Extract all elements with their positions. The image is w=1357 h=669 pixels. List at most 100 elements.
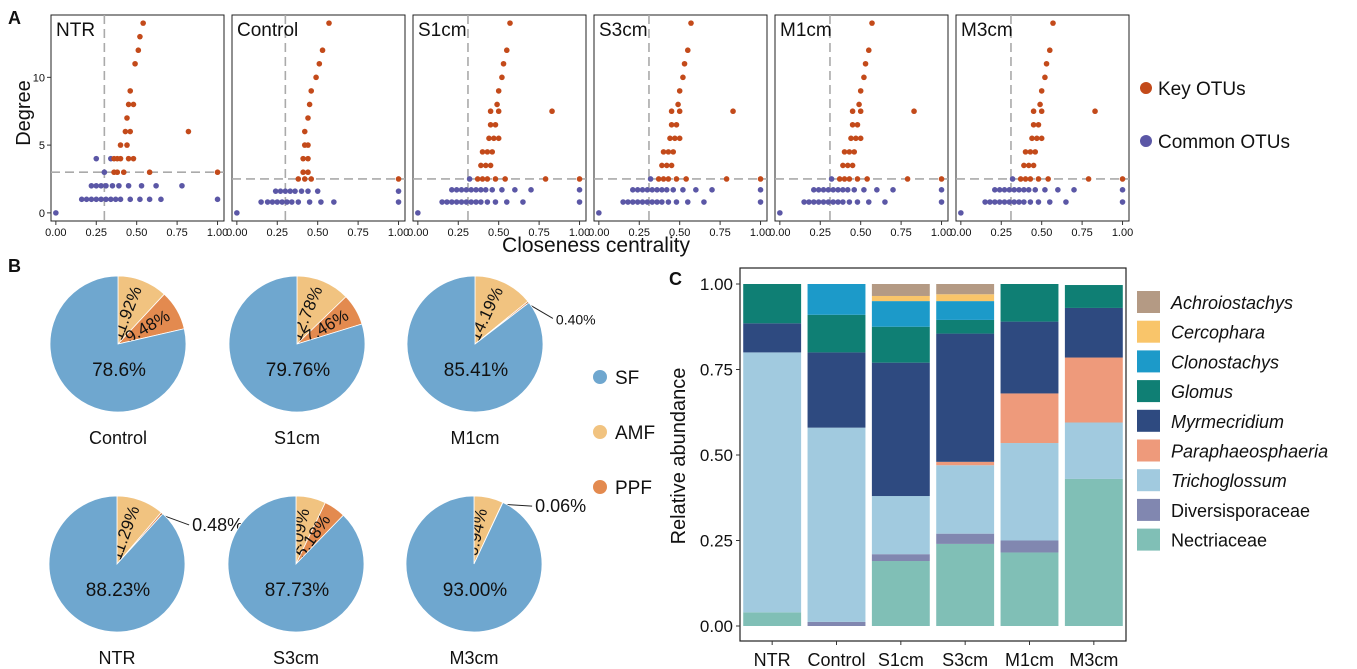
key-otu-point: [494, 101, 500, 108]
key-otu-point: [1035, 121, 1042, 128]
legend-swatch-diversisporaceae: [1137, 498, 1160, 521]
y-tick-label: 0.50: [700, 446, 733, 465]
key-otu-point: [1085, 176, 1092, 182]
y-tick-label: 0.00: [700, 617, 733, 636]
key-otu-point: [1029, 135, 1035, 142]
bar-segment-myrmecridium: [936, 333, 995, 462]
key-otu-point: [484, 149, 491, 155]
key-otu-point: [660, 149, 667, 155]
facet-title: M1cm: [780, 20, 832, 41]
x-tick-label: 0.25: [629, 227, 650, 239]
common-otu-point: [88, 182, 95, 189]
common-otu-point: [1032, 187, 1039, 193]
key-otu-point: [492, 121, 499, 128]
key-otu-point: [140, 20, 146, 26]
key-otu-point: [757, 176, 764, 182]
common-otu-point: [116, 182, 122, 189]
x-tick-label: 0.50: [307, 227, 328, 239]
pie-label-sf: 93.00%: [443, 580, 508, 601]
pie-slice-sf: [227, 495, 365, 633]
bar-segment-diversisporaceae: [1000, 540, 1059, 553]
key-otu-point: [857, 135, 864, 142]
facet-frame: [955, 14, 1130, 222]
pie-slice-sf: [405, 495, 543, 633]
key-otu-point: [1037, 101, 1043, 108]
key-otu-point: [306, 101, 313, 108]
common-otu-point: [264, 199, 271, 205]
common-otu-point: [840, 187, 846, 193]
key-otu-point: [1030, 162, 1037, 169]
key-otu-point: [300, 155, 306, 162]
key-otu-point: [851, 149, 858, 155]
key-otu-point: [865, 47, 872, 54]
common-otu-point: [415, 210, 421, 216]
key-otu-point: [911, 108, 917, 115]
common-otu-point: [647, 176, 654, 182]
key-otu-point: [214, 169, 221, 176]
facet-frame: [412, 14, 587, 222]
key-otu-point: [676, 88, 683, 94]
key-otu-point: [854, 176, 861, 182]
common-otu-point: [801, 199, 807, 205]
y-tick-label: 1.00: [700, 275, 733, 294]
common-otu-point: [453, 187, 460, 193]
common-otu-point: [1042, 187, 1048, 193]
legend-label-paraphaeosphaeria: Paraphaeosphaeria: [1171, 442, 1328, 462]
key-otu-point: [130, 101, 137, 108]
common-otu-point: [639, 199, 646, 205]
pie-title: M3cm: [450, 648, 499, 668]
bar-segment-achroiostachys: [936, 284, 995, 295]
key-otu-point: [127, 128, 134, 135]
panel-c-stacked-bar: 0.00 0.25 0.50 0.75 1.00 NTR Control S1cm S3cm M1…: [700, 267, 1127, 669]
key-otu-point: [300, 169, 306, 176]
x-tick-label: Control: [807, 650, 865, 669]
bar-segment-nectriaceae: [1000, 552, 1059, 626]
legend-swatch-glomus: [1137, 380, 1160, 403]
facet-frame: [231, 14, 406, 222]
facet-frame: [774, 14, 949, 222]
common-otu-point: [865, 199, 872, 205]
facet-title: S3cm: [599, 20, 648, 41]
common-otu-point: [825, 199, 832, 205]
key-otu-point: [668, 121, 675, 128]
common-otu-point: [468, 199, 475, 205]
key-otu-point: [723, 176, 730, 182]
common-otu-point: [274, 199, 281, 205]
common-otu-point: [1119, 199, 1126, 205]
key-otu-point: [857, 88, 864, 94]
common-otu-point: [179, 182, 185, 189]
x-tick-label: 0.50: [126, 227, 147, 239]
bar-segment-paraphaeosphaeria: [936, 461, 995, 466]
common-otu-point: [484, 199, 491, 205]
key-otu-point: [849, 108, 856, 115]
common-otu-point: [463, 199, 470, 205]
x-tick-label: 0.25: [991, 227, 1012, 239]
common-otu-point: [78, 196, 85, 203]
bar-segment-myrmecridium: [871, 362, 930, 497]
pie-slice-sf: [48, 495, 186, 633]
key-otu-point: [730, 108, 736, 115]
common-otu-point: [468, 187, 475, 193]
bar-segment-diversisporaceae: [807, 621, 866, 626]
key-otu-point: [495, 88, 502, 94]
common-otu-point: [830, 199, 837, 205]
key-otu-point: [846, 149, 853, 155]
common-otu-point: [1027, 199, 1034, 205]
pie-control: 11.92%9.48%78.6%Control: [49, 275, 187, 448]
common-otu-point: [1001, 199, 1008, 205]
legend-label-clonostachys: Clonostachys: [1171, 352, 1279, 372]
bar-segment-myrmecridium: [807, 352, 866, 428]
common-otu-point: [815, 187, 822, 193]
common-otu-point: [98, 182, 104, 189]
common-otu-point: [861, 187, 867, 193]
common-otu-point: [1071, 187, 1077, 193]
common-otu-point: [138, 182, 145, 189]
common-otu-point: [844, 187, 851, 193]
legend-label-achroiostachys: Achroiostachys: [1170, 293, 1293, 313]
common-otu-point: [234, 210, 240, 216]
common-otu-point: [93, 196, 100, 203]
key-otu-point: [117, 155, 124, 162]
x-tick-label: 0.25: [86, 227, 107, 239]
common-otu-point: [289, 199, 295, 205]
common-otu-point: [314, 188, 321, 194]
